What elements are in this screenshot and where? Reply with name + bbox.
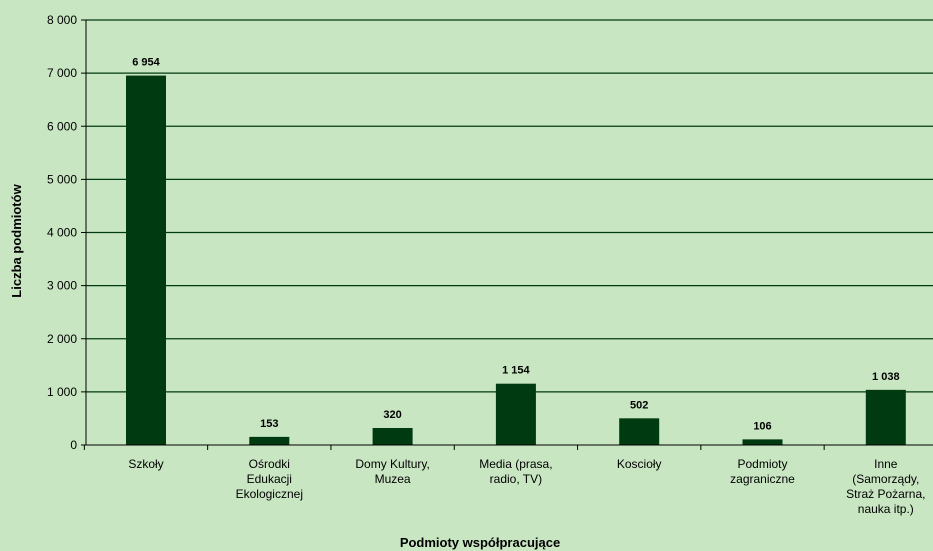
x-axis-title: Podmioty współpracujące [400, 535, 560, 550]
data-labels: 6 954 153 320 1 154 502 106 1 038 [132, 57, 899, 433]
x-category-label-line: nauka itp.) [858, 502, 914, 516]
bar [126, 75, 166, 445]
x-category-label: Podmioty zagraniczne [730, 457, 795, 486]
x-category-label: Szkoły [128, 457, 163, 471]
data-label: 106 [753, 420, 771, 432]
x-axis: Szkoły Ośrodki Edukacji Ekologicznej Domy Ku… [83, 444, 933, 516]
x-category-label-line: Edukacji [247, 472, 292, 486]
y-tick-label: 3 000 [47, 279, 77, 293]
x-category-label-line: (Samorządy, [852, 472, 919, 486]
y-tick-label: 4 000 [47, 226, 77, 240]
bar [249, 436, 290, 445]
x-category-label-line: Szkoły [128, 457, 163, 471]
x-category-label-line: Media (prasa, [479, 457, 552, 471]
y-axis-title: Liczba podmiotów [9, 183, 24, 297]
y-tick-label: 8 000 [47, 13, 77, 27]
x-category-label-line: Ekologicznej [236, 487, 303, 501]
x-category-label: Koscioły [617, 457, 662, 471]
x-category-label: Domy Kultury, Muzea [355, 457, 429, 486]
bar [742, 439, 783, 445]
x-category-label: Inne (Samorządy, Straż Pożarna, nauka itp.) [846, 457, 925, 516]
bar [372, 428, 413, 445]
data-label: 1 154 [502, 365, 530, 377]
bar [619, 418, 660, 445]
x-category-label-line: Inne [874, 457, 898, 471]
x-category-label-line: Muzea [375, 472, 411, 486]
y-tick-label: 2 000 [47, 332, 77, 346]
x-category-label-line: Straż Pożarna, [846, 487, 925, 501]
data-label: 502 [630, 399, 648, 411]
x-category-label-line: Ośrodki [249, 457, 290, 471]
data-label: 6 954 [132, 57, 160, 69]
y-tick-label: 1 000 [47, 385, 77, 399]
y-tick-label: 0 [70, 438, 77, 452]
x-category-label-line: radio, TV) [490, 472, 542, 486]
bars [126, 75, 906, 445]
x-category-label-line: Podmioty [737, 457, 787, 471]
bar [865, 389, 906, 445]
y-axis: 0 1 000 2 000 3 000 4 000 5 000 6 000 7 000 8 00… [47, 13, 87, 452]
x-category-label-line: Koscioły [617, 457, 662, 471]
gridlines [86, 19, 933, 393]
data-label: 153 [260, 418, 278, 430]
x-category-label: Ośrodki Edukacji Ekologicznej [236, 457, 303, 501]
x-category-label-line: zagraniczne [730, 472, 795, 486]
data-label: 320 [383, 409, 401, 421]
y-tick-label: 5 000 [47, 172, 77, 186]
y-tick-label: 7 000 [47, 66, 77, 80]
bar [495, 383, 536, 445]
x-category-label-line: Domy Kultury, [355, 457, 429, 471]
data-label: 1 038 [872, 371, 900, 383]
y-tick-label: 6 000 [47, 119, 77, 133]
x-category-label: Media (prasa, radio, TV) [479, 457, 552, 486]
